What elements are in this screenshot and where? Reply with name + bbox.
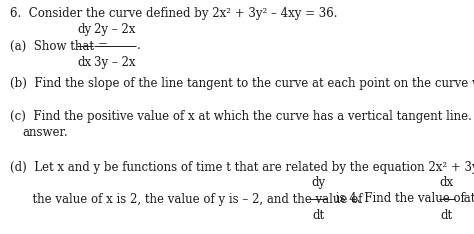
Text: dx: dx [78, 56, 92, 69]
Text: =: = [98, 40, 108, 52]
Text: dt: dt [441, 209, 453, 222]
Text: (c)  Find the positive value of x at which the curve has a vertical tangent line: (c) Find the positive value of x at whic… [10, 110, 474, 124]
Text: (b)  Find the slope of the line tangent to the curve at each point on the curve : (b) Find the slope of the line tangent t… [10, 77, 474, 91]
Text: (d)  Let x and y be functions of time t that are related by the equation 2x² + 3: (d) Let x and y be functions of time t t… [10, 161, 474, 173]
Text: (a)  Show that: (a) Show that [10, 40, 98, 52]
Text: dy: dy [311, 176, 326, 189]
Text: dy: dy [78, 23, 92, 36]
Text: 3y – 2x: 3y – 2x [94, 56, 136, 69]
Text: the value of x is 2, the value of y is – 2, and the value of: the value of x is 2, the value of y is –… [10, 193, 366, 205]
Text: dx: dx [440, 176, 454, 189]
Text: at time t = 1.: at time t = 1. [460, 193, 474, 205]
Text: .: . [137, 40, 141, 52]
Text: answer.: answer. [22, 125, 68, 139]
Text: 2y – 2x: 2y – 2x [94, 23, 136, 36]
Text: is 4. Find the value of: is 4. Find the value of [332, 193, 468, 205]
Text: dt: dt [312, 209, 325, 222]
Text: 6.  Consider the curve defined by 2x² + 3y² – 4xy = 36.: 6. Consider the curve defined by 2x² + 3… [10, 7, 337, 21]
